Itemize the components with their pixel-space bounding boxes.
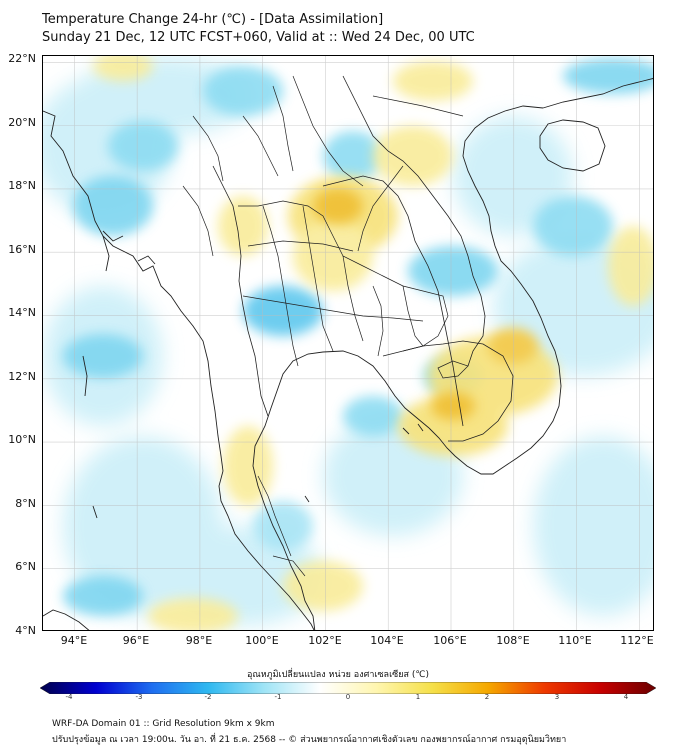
sumatra-coast (43, 609, 90, 630)
malay-west-coast (218, 470, 315, 630)
lon-label: 94°E (60, 634, 88, 647)
footer-credit: ปรับปรุงข้อมูล ณ เวลา 19:00น. วัน อา. ที… (52, 735, 567, 745)
gulf-of-thailand-coast (252, 350, 430, 630)
footer-model-info: WRF-DA Domain 01 :: Grid Resolution 9km … (52, 719, 275, 729)
temperature-change-field (43, 56, 653, 630)
map-title: Temperature Change 24-hr (℃) - [Data Ass… (42, 12, 384, 27)
lon-label: 106°E (433, 634, 467, 647)
graticule-lines (43, 56, 653, 630)
colorbar (39, 679, 657, 695)
colorbar-tick: 3 (554, 693, 560, 701)
colorbar-tick: 2 (484, 693, 490, 701)
colorbar-tick: -2 (204, 693, 212, 701)
mekong-line (322, 175, 464, 427)
colorbar-tick: 4 (623, 693, 629, 701)
colorbar-tick: 0 (345, 693, 351, 701)
china-coastline (542, 78, 653, 109)
lon-label: 102°E (308, 634, 342, 647)
lat-label: 12°N (8, 370, 36, 383)
hainan-island (539, 119, 606, 172)
lat-label: 18°N (8, 179, 36, 192)
colorbar-tick: -4 (65, 693, 73, 701)
temperature-field-map (43, 56, 653, 630)
lon-label: 98°E (185, 634, 213, 647)
lat-label: 6°N (15, 560, 36, 573)
lat-label: 10°N (8, 433, 36, 446)
lat-label: 4°N (15, 624, 36, 637)
map-panel[interactable] (42, 55, 654, 631)
coastline-borders (43, 75, 653, 630)
lon-label: 112°E (620, 634, 654, 647)
lon-label: 110°E (558, 634, 592, 647)
map-subtitle: Sunday 21 Dec, 12 UTC FCST+060, Valid at… (42, 30, 475, 45)
myanmar-coastline (43, 110, 224, 472)
lat-label: 8°N (15, 497, 36, 510)
lat-label: 20°N (8, 116, 36, 129)
lon-label: 100°E (245, 634, 279, 647)
colorbar-title: อุณหภูมิเปลี่ยนแปลง หน่วย องศาเซลเซียส (… (246, 670, 430, 680)
vietnam-coastline (428, 105, 562, 475)
tonle-sap-lake (437, 360, 469, 379)
colorbar-tick: -3 (135, 693, 143, 701)
lon-label: 104°E (370, 634, 404, 647)
lon-label: 108°E (496, 634, 530, 647)
lon-label: 96°E (122, 634, 150, 647)
lat-label: 14°N (8, 306, 36, 319)
lat-label: 16°N (8, 243, 36, 256)
colorbar-tick: -1 (274, 693, 282, 701)
lat-label: 22°N (8, 52, 36, 65)
colorbar-tick: 1 (415, 693, 421, 701)
